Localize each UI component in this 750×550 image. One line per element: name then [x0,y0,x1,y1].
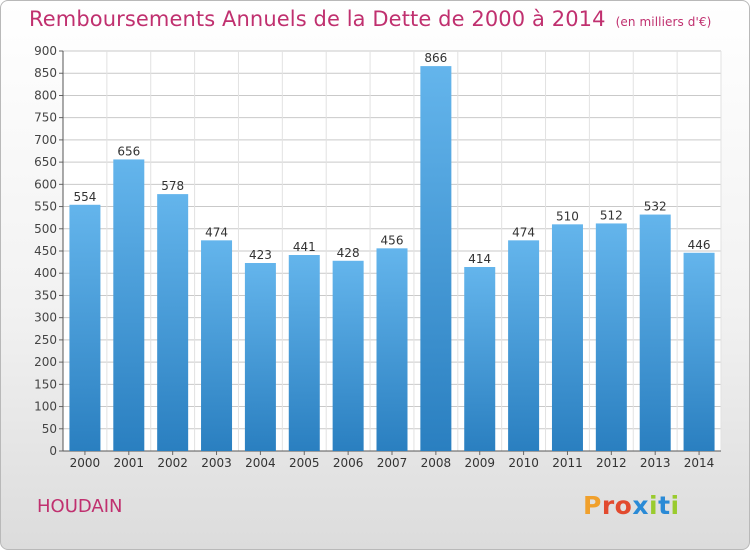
bar [420,66,452,451]
bar-value-label: 656 [117,144,140,158]
logo-letter: P [583,491,602,520]
bar [683,252,715,451]
y-tick-label: 200 [34,355,57,369]
x-tick-label: 2007 [377,456,408,470]
bar [332,260,364,451]
y-tick-label: 300 [34,311,57,325]
y-tick-label: 900 [34,44,57,58]
bar-value-label: 554 [73,190,96,204]
x-tick-label: 2012 [596,456,627,470]
bar-value-label: 578 [161,179,184,193]
y-tick-label: 450 [34,244,57,258]
bar-value-label: 456 [381,233,404,247]
bar [595,223,627,451]
logo-letter: t [658,491,671,520]
x-tick-label: 2001 [114,456,145,470]
logo-letter: i [670,491,680,520]
y-tick-label: 850 [34,66,57,80]
x-tick-label: 2002 [157,456,188,470]
bar [201,240,233,451]
x-tick-label: 2014 [684,456,715,470]
y-tick-label: 50 [42,422,57,436]
x-tick-label: 2011 [552,456,583,470]
x-tick-label: 2010 [508,456,539,470]
logo-letter: o [614,491,633,520]
bar-value-label: 866 [424,51,447,65]
logo-letter: x [632,491,649,520]
logo-letter: r [601,491,615,520]
bar [288,255,320,451]
bar-value-label: 441 [293,240,316,254]
x-tick-label: 2003 [201,456,232,470]
logo-letter: i [649,491,659,520]
y-tick-label: 0 [49,444,57,458]
bar [113,159,145,451]
bar-value-label: 428 [337,246,360,260]
y-tick-label: 100 [34,400,57,414]
proxiti-logo: Proxiti [583,491,680,520]
bar-value-label: 423 [249,248,272,262]
chart-title: Remboursements Annuels de la Dette de 20… [29,7,711,31]
bar-value-label: 414 [468,252,491,266]
bar [157,194,189,451]
x-tick-label: 2009 [464,456,495,470]
bar [69,204,101,451]
x-tick-label: 2000 [70,456,101,470]
y-tick-label: 250 [34,333,57,347]
bar-value-label: 510 [556,209,579,223]
x-tick-label: 2013 [640,456,671,470]
bar [376,248,408,451]
y-tick-label: 150 [34,377,57,391]
x-tick-label: 2004 [245,456,276,470]
bar [508,240,540,451]
x-tick-label: 2006 [333,456,364,470]
y-tick-label: 650 [34,155,57,169]
y-tick-label: 600 [34,177,57,191]
y-tick-label: 400 [34,266,57,280]
bar-value-label: 474 [512,225,535,239]
town-name: HOUDAIN [37,496,123,517]
y-tick-label: 750 [34,111,57,125]
y-tick-label: 500 [34,222,57,236]
bar-value-label: 446 [688,238,711,252]
bar [639,214,671,451]
bar [551,224,583,451]
x-tick-label: 2005 [289,456,320,470]
chart-subtitle: (en milliers d'€) [615,15,712,29]
y-tick-label: 700 [34,133,57,147]
bar-value-label: 532 [644,200,667,214]
bar [464,267,496,451]
bar [244,263,276,451]
y-tick-label: 550 [34,200,57,214]
bar-value-label: 512 [600,208,623,222]
y-tick-label: 800 [34,88,57,102]
chart-title-text: Remboursements Annuels de la Dette de 20… [29,7,606,31]
x-tick-label: 2008 [421,456,452,470]
bar-value-label: 474 [205,225,228,239]
y-tick-label: 350 [34,288,57,302]
